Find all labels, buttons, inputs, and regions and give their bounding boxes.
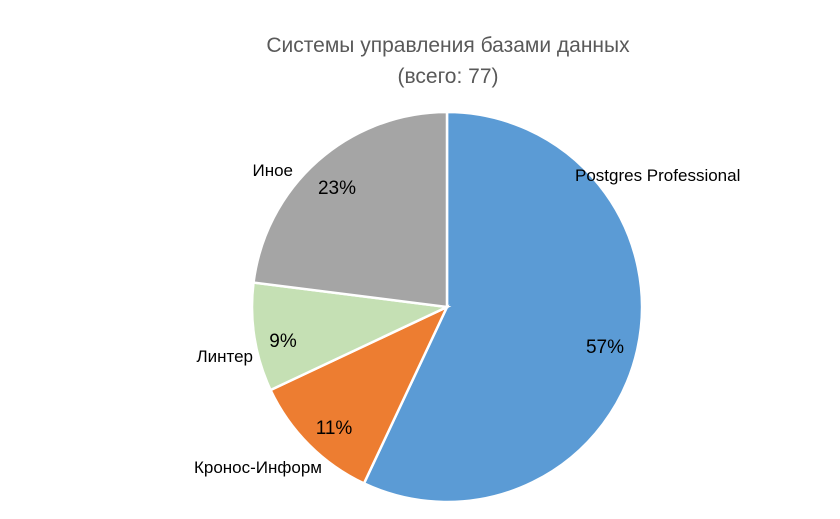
slice-percent-label: 11% — [316, 418, 353, 439]
slice-percent-label: 9% — [269, 331, 297, 352]
slice-percent-label: 23% — [318, 178, 356, 199]
pie-slices — [250, 110, 644, 504]
pie-slice-кронос-информ — [268, 304, 450, 486]
chart-title: Системы управления базами данных — [266, 34, 630, 57]
slice-category-label: Кронос-Информ — [194, 458, 322, 477]
slice-category-label: Иное — [252, 161, 293, 180]
pie-slice-линтер — [250, 281, 452, 392]
slice-category-label: Postgres Professional — [575, 166, 740, 185]
pie-labels: Postgres Professional 57% Кронос-Информ 11%… — [194, 161, 740, 477]
slice-category-label: Линтер — [196, 347, 253, 366]
pie-slice-иное — [252, 110, 449, 309]
chart-subtitle: (всего: 77) — [398, 65, 499, 88]
slice-percent-label: 57% — [586, 337, 624, 358]
pie-slice-postgres-professional — [362, 110, 644, 504]
